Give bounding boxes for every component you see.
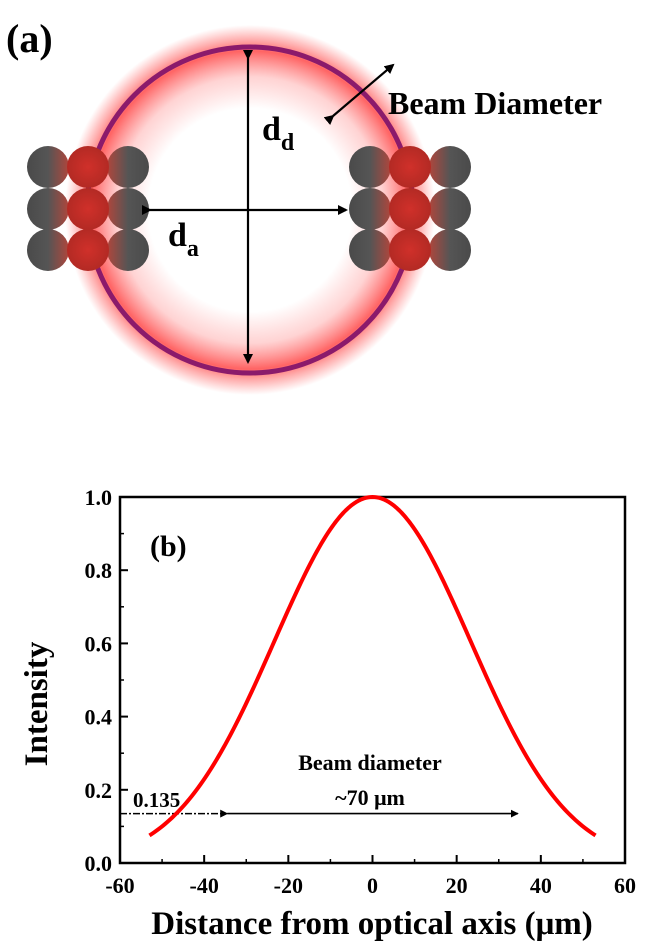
sphere	[67, 146, 109, 188]
sphere	[67, 188, 109, 230]
da-subscript: a	[187, 236, 199, 262]
x-tick-label: -20	[274, 873, 303, 898]
y-tick-label: 0.6	[85, 631, 113, 656]
x-tick-label: 40	[530, 873, 552, 898]
beam-diameter-label: Beam Diameter	[388, 85, 602, 121]
beam-diameter-annotation-line1: Beam diameter	[298, 750, 442, 775]
threshold-label: 0.135	[133, 788, 180, 812]
y-tick-label: 0.2	[85, 778, 113, 803]
beam-diameter-arrow	[323, 63, 395, 125]
plot-area	[120, 495, 597, 838]
sphere	[349, 229, 391, 271]
sphere	[429, 188, 471, 230]
x-tick-label: 20	[446, 873, 468, 898]
dd-subscript: d	[281, 130, 295, 156]
x-tick-label: -40	[190, 873, 219, 898]
sphere	[67, 229, 109, 271]
sphere	[349, 146, 391, 188]
x-tick-label: -60	[105, 873, 134, 898]
y-tick-label: 1.0	[85, 485, 113, 510]
sphere	[27, 229, 69, 271]
intensity-curve	[148, 495, 597, 838]
panel-a: (a)	[6, 16, 602, 400]
x-axis: -60 -40 -20 0 20 40 60	[105, 855, 636, 898]
beam-diameter-annotation-line2: ~70 μm	[335, 785, 405, 810]
y-tick-label: 0.0	[85, 851, 113, 876]
da-label: da	[168, 217, 199, 262]
sphere	[107, 188, 149, 230]
x-tick-label: 0	[367, 873, 378, 898]
dd-label: dd	[262, 111, 295, 156]
x-tick-label: 60	[614, 873, 636, 898]
left-sphere-cluster	[27, 146, 149, 271]
sphere	[107, 229, 149, 271]
y-tick-label: 0.4	[85, 705, 113, 730]
sphere	[389, 188, 431, 230]
sphere	[27, 146, 69, 188]
sphere	[429, 229, 471, 271]
right-sphere-cluster	[349, 146, 471, 271]
sphere	[389, 229, 431, 271]
y-axis-title: Intensity	[19, 641, 55, 766]
da-main: d	[168, 217, 187, 254]
dd-main: d	[262, 111, 281, 148]
sphere	[27, 188, 69, 230]
sphere	[429, 146, 471, 188]
sphere	[349, 188, 391, 230]
sphere	[107, 146, 149, 188]
y-axis: 0.0 0.2 0.4 0.6 0.8 1.0	[85, 485, 128, 876]
sphere	[389, 146, 431, 188]
panel-b: -60 -40 -20 0 20 40 60 0.00.20.40.60.81.0 (b) …	[19, 485, 636, 942]
panel-a-label: (a)	[6, 16, 53, 61]
y-tick-label: 0.8	[85, 558, 113, 583]
panel-b-label: (b)	[150, 530, 187, 563]
x-axis-title: Distance from optical axis (μm)	[151, 906, 593, 942]
